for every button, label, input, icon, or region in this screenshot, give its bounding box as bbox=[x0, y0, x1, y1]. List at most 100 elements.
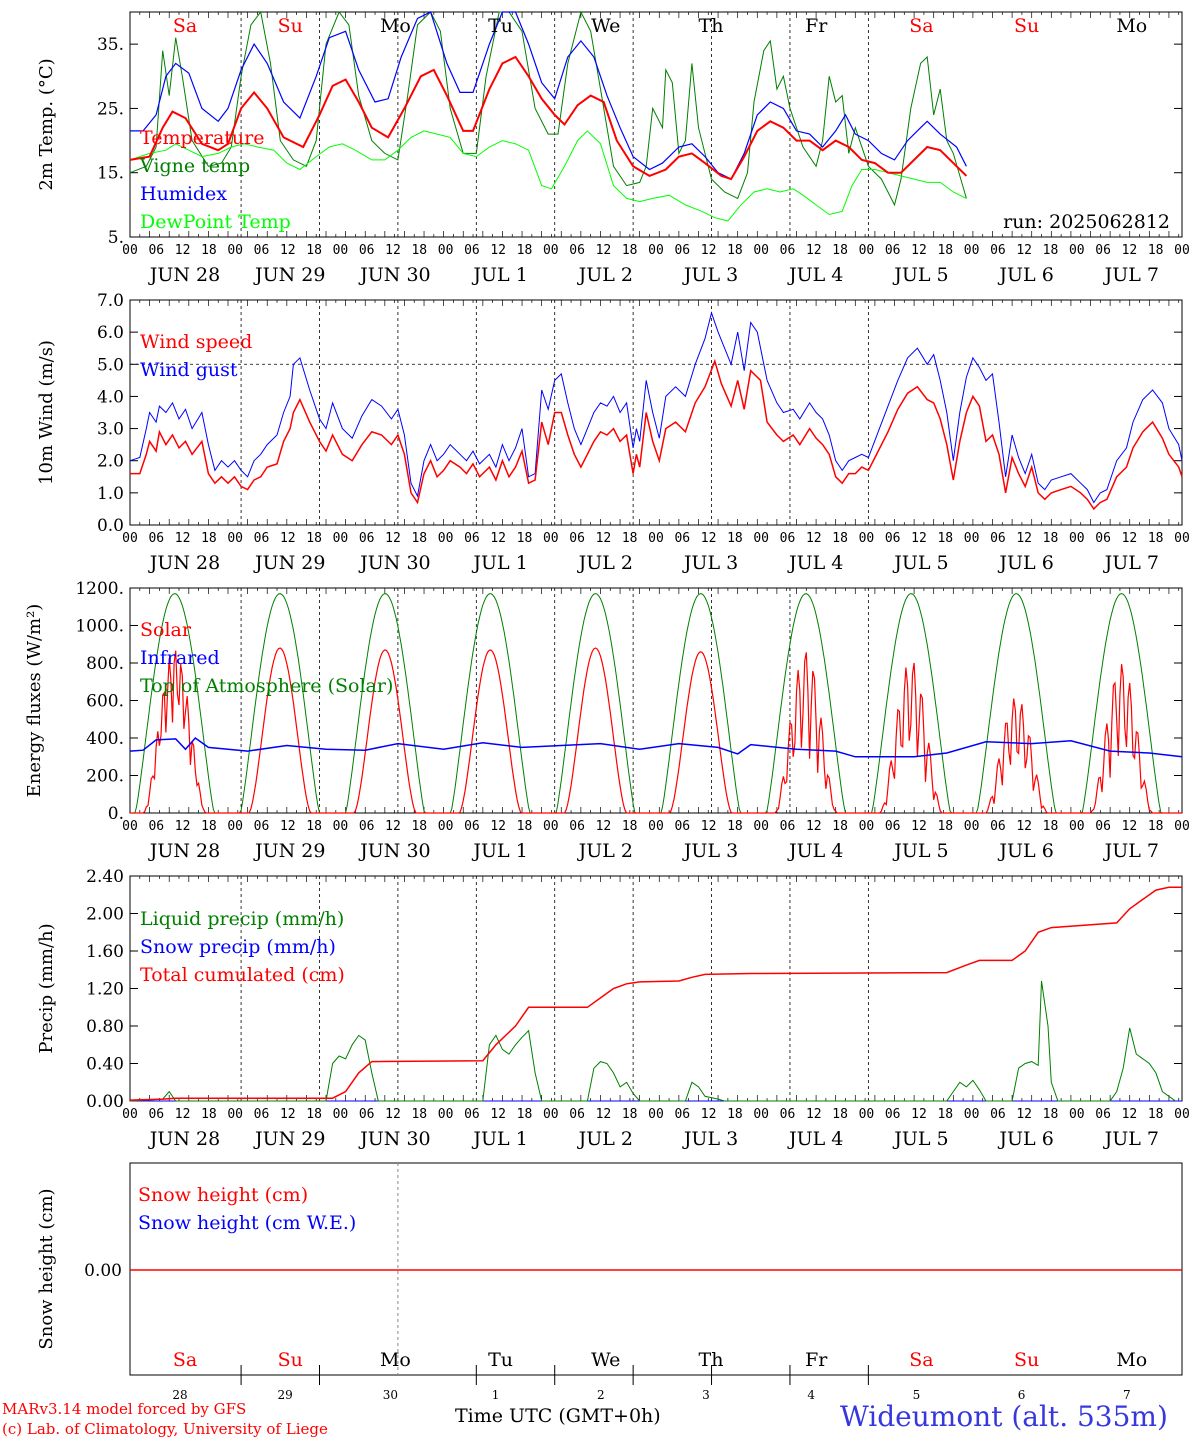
hour-tick-label: 00 bbox=[333, 1107, 349, 1122]
hour-tick-label: 06 bbox=[674, 819, 690, 834]
hour-tick-label: 06 bbox=[464, 531, 480, 546]
hour-tick-label: 06 bbox=[569, 531, 585, 546]
hour-tick-label: 06 bbox=[148, 531, 164, 546]
date-label: JUL 3 bbox=[682, 1128, 738, 1150]
y-axis-label: 2m Temp. (°C) bbox=[36, 58, 57, 190]
hour-tick-label: 12 bbox=[596, 1107, 612, 1122]
hour-tick-label: 12 bbox=[911, 819, 927, 834]
hour-tick-label: 18 bbox=[201, 531, 217, 546]
hour-tick-label: 18 bbox=[1148, 243, 1164, 258]
hour-tick-label: 12 bbox=[806, 243, 822, 258]
hour-tick-label: 18 bbox=[622, 531, 638, 546]
weekday-label-bottom: Su bbox=[278, 1349, 303, 1371]
hour-tick-label: 06 bbox=[1095, 243, 1111, 258]
hour-tick-label: 18 bbox=[411, 531, 427, 546]
hour-tick-label: 12 bbox=[280, 1107, 296, 1122]
hour-tick-label: 18 bbox=[306, 819, 322, 834]
hour-tick-label: 12 bbox=[911, 531, 927, 546]
series-line bbox=[129, 55, 968, 181]
hour-tick-label: 18 bbox=[727, 243, 743, 258]
y-tick-label: 25. bbox=[97, 99, 124, 119]
hour-tick-label: 12 bbox=[385, 243, 401, 258]
hour-tick-label: 12 bbox=[385, 1107, 401, 1122]
date-label: JUL 2 bbox=[577, 1128, 633, 1150]
date-label: JUL 4 bbox=[787, 552, 843, 574]
hour-tick-label: 06 bbox=[359, 819, 375, 834]
date-label: JUN 30 bbox=[358, 840, 430, 862]
date-label: JUL 6 bbox=[997, 552, 1053, 574]
y-tick-label: 0. bbox=[108, 804, 124, 824]
legend-entry: Snow height (cm W.E.) bbox=[138, 1212, 356, 1234]
hour-tick-label: 06 bbox=[780, 1107, 796, 1122]
hour-tick-label: 12 bbox=[806, 1107, 822, 1122]
day-number: 28 bbox=[172, 1388, 187, 1402]
hour-tick-label: 18 bbox=[1148, 1107, 1164, 1122]
date-label: JUL 3 bbox=[682, 552, 738, 574]
day-number: 1 bbox=[492, 1388, 500, 1402]
series-line bbox=[130, 358, 1183, 511]
y-tick-label: 2.0 bbox=[97, 452, 124, 472]
date-label: JUL 7 bbox=[1103, 840, 1159, 862]
hour-tick-label: 00 bbox=[122, 1107, 138, 1122]
hour-tick-label: 00 bbox=[964, 531, 980, 546]
weekday-label-bottom: Th bbox=[699, 1349, 724, 1371]
hour-tick-label: 18 bbox=[727, 1107, 743, 1122]
weekday-label-bottom: Mo bbox=[1116, 1349, 1147, 1371]
hour-tick-label: 00 bbox=[227, 531, 243, 546]
series-line bbox=[129, 886, 1182, 1101]
day-number: 2 bbox=[597, 1388, 605, 1402]
hour-tick-label: 06 bbox=[254, 819, 270, 834]
hour-tick-label: 00 bbox=[227, 819, 243, 834]
hour-tick-label: 00 bbox=[753, 531, 769, 546]
hour-tick-label: 12 bbox=[596, 819, 612, 834]
station-label: Wideumont (alt. 535m) bbox=[840, 1400, 1168, 1433]
weekday-label: Su bbox=[278, 15, 303, 37]
hour-tick-label: 18 bbox=[832, 819, 848, 834]
hour-tick-label: 18 bbox=[622, 243, 638, 258]
y-tick-label: 1200. bbox=[75, 579, 124, 599]
hour-tick-label: 00 bbox=[1174, 531, 1190, 546]
hour-tick-label: 00 bbox=[859, 819, 875, 834]
hour-tick-label: 00 bbox=[122, 531, 138, 546]
hour-tick-label: 00 bbox=[438, 1107, 454, 1122]
day-number: 5 bbox=[913, 1388, 921, 1402]
hour-tick-label: 06 bbox=[674, 243, 690, 258]
hour-tick-label: 06 bbox=[1095, 1107, 1111, 1122]
date-label: JUL 2 bbox=[577, 264, 633, 286]
hour-tick-label: 18 bbox=[1148, 531, 1164, 546]
y-axis-label: 10m Wind (m/s) bbox=[36, 340, 57, 485]
hour-tick-label: 00 bbox=[227, 243, 243, 258]
hour-tick-label: 00 bbox=[1069, 1107, 1085, 1122]
hour-tick-label: 18 bbox=[622, 1107, 638, 1122]
y-tick-label: 0.0 bbox=[97, 516, 124, 536]
weekday-label: Sa bbox=[173, 15, 197, 37]
hour-tick-label: 00 bbox=[543, 819, 559, 834]
series-line bbox=[130, 11, 967, 180]
date-label: JUN 30 bbox=[358, 552, 430, 574]
y-tick-label: 0.00 bbox=[84, 1261, 122, 1281]
hour-tick-label: 12 bbox=[1122, 1107, 1138, 1122]
hour-tick-label: 00 bbox=[859, 243, 875, 258]
legend-entry: Solar bbox=[140, 619, 192, 641]
weekday-label: Sa bbox=[909, 15, 933, 37]
hour-tick-label: 06 bbox=[885, 531, 901, 546]
hour-tick-label: 00 bbox=[333, 243, 349, 258]
hour-tick-label: 12 bbox=[490, 819, 506, 834]
y-tick-label: 5. bbox=[108, 228, 124, 248]
hour-tick-label: 06 bbox=[569, 1107, 585, 1122]
hour-tick-label: 18 bbox=[1148, 819, 1164, 834]
hour-tick-label: 00 bbox=[964, 819, 980, 834]
panel-5 bbox=[129, 1162, 1183, 1385]
hour-tick-label: 18 bbox=[517, 819, 533, 834]
weekday-label-bottom: Sa bbox=[909, 1349, 933, 1371]
hour-tick-label: 00 bbox=[438, 819, 454, 834]
hour-tick-label: 00 bbox=[1069, 531, 1085, 546]
hour-tick-label: 06 bbox=[1095, 531, 1111, 546]
hour-tick-label: 12 bbox=[1016, 243, 1032, 258]
hour-tick-label: 12 bbox=[1016, 819, 1032, 834]
hour-tick-label: 12 bbox=[490, 243, 506, 258]
date-label: JUL 4 bbox=[787, 840, 843, 862]
panel-1 bbox=[129, 11, 1183, 238]
hour-tick-label: 12 bbox=[175, 819, 191, 834]
